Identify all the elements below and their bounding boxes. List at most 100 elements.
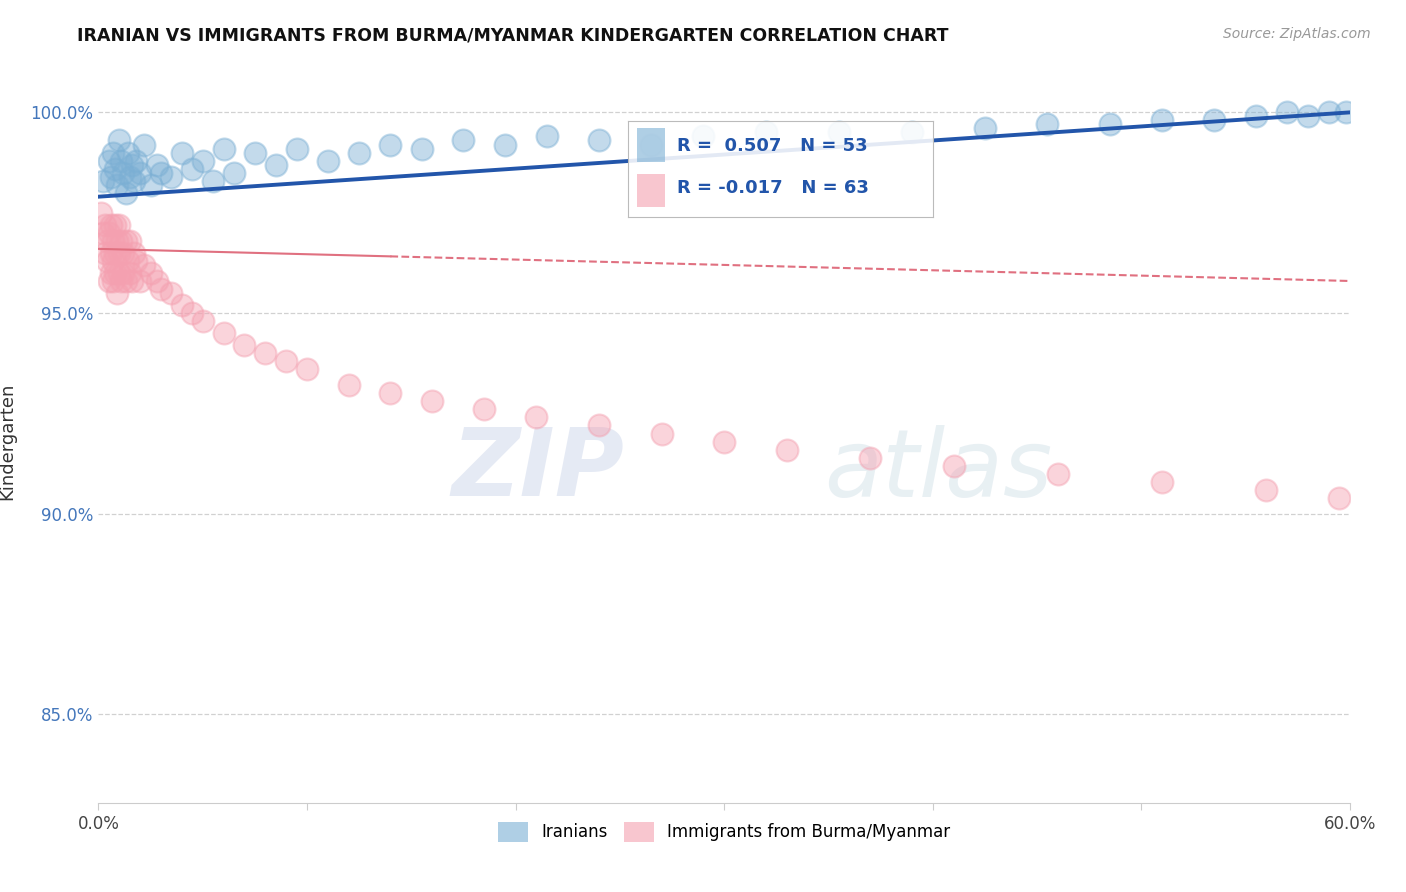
Point — [91, 174, 114, 188]
Bar — [637, 128, 665, 162]
Point — [150, 166, 173, 180]
Point — [97, 274, 120, 288]
Point — [1334, 105, 1357, 120]
Point — [973, 121, 995, 136]
Point — [125, 254, 148, 268]
Point — [114, 234, 136, 248]
Point — [494, 137, 516, 152]
Point — [100, 246, 122, 260]
Point — [1150, 113, 1173, 128]
Point — [108, 218, 131, 232]
Point — [114, 186, 136, 200]
Point — [170, 145, 193, 160]
Point — [181, 161, 204, 176]
Legend: Iranians, Immigrants from Burma/Myanmar: Iranians, Immigrants from Burma/Myanmar — [491, 815, 957, 848]
Point — [588, 418, 610, 433]
Point — [472, 402, 495, 417]
Point — [97, 153, 120, 168]
Point — [347, 145, 370, 160]
Point — [1098, 118, 1121, 132]
Point — [212, 326, 235, 341]
Point — [110, 274, 132, 288]
Point — [233, 338, 256, 352]
Point — [942, 458, 965, 473]
Point — [108, 134, 131, 148]
Point — [134, 258, 156, 272]
Point — [104, 266, 127, 280]
Point — [139, 178, 162, 192]
Point — [1244, 110, 1267, 124]
Point — [100, 218, 122, 232]
Point — [170, 298, 193, 312]
Point — [110, 234, 132, 248]
Point — [129, 274, 152, 288]
Point — [264, 158, 287, 172]
Point — [1036, 118, 1059, 132]
Point — [651, 426, 673, 441]
Point — [1277, 105, 1299, 120]
Point — [254, 346, 277, 360]
Point — [96, 234, 118, 248]
Point — [420, 394, 443, 409]
Point — [640, 137, 662, 152]
Point — [100, 169, 122, 184]
Point — [859, 450, 882, 465]
Point — [112, 266, 135, 280]
Point — [101, 254, 124, 268]
Point — [160, 169, 183, 184]
Bar — [637, 174, 665, 207]
Point — [105, 178, 128, 192]
Point — [1046, 467, 1069, 481]
Text: R =  0.507   N = 53: R = 0.507 N = 53 — [676, 136, 868, 155]
Point — [105, 286, 128, 301]
Point — [588, 134, 610, 148]
Point — [118, 234, 141, 248]
Point — [453, 134, 475, 148]
Point — [121, 158, 143, 172]
Point — [117, 145, 139, 160]
Point — [212, 142, 235, 156]
Point — [1150, 475, 1173, 489]
Text: ZIP: ZIP — [451, 425, 624, 516]
Point — [181, 306, 204, 320]
Text: Source: ZipAtlas.com: Source: ZipAtlas.com — [1223, 27, 1371, 41]
Point — [274, 354, 298, 368]
Point — [89, 206, 111, 220]
Point — [1256, 483, 1278, 497]
Point — [91, 226, 114, 240]
Point — [105, 234, 128, 248]
Point — [101, 274, 124, 288]
Point — [380, 137, 402, 152]
Point — [112, 166, 135, 180]
Point — [139, 266, 162, 280]
Point — [117, 254, 139, 268]
Point — [118, 169, 141, 184]
Point — [411, 142, 433, 156]
Point — [108, 246, 131, 260]
Point — [243, 145, 266, 160]
Point — [104, 161, 127, 176]
Point — [755, 126, 778, 140]
Point — [101, 234, 124, 248]
Point — [122, 174, 145, 188]
Point — [692, 129, 714, 144]
Point — [110, 153, 132, 168]
Point — [104, 246, 127, 260]
Text: R = -0.017   N = 63: R = -0.017 N = 63 — [676, 179, 869, 197]
Point — [93, 218, 115, 232]
Point — [100, 266, 122, 280]
Point — [146, 158, 169, 172]
Point — [202, 174, 225, 188]
Point — [1204, 113, 1226, 128]
Point — [526, 410, 548, 425]
Point — [900, 126, 922, 140]
Point — [122, 246, 145, 260]
Point — [146, 274, 169, 288]
Point — [114, 274, 136, 288]
Point — [93, 246, 115, 260]
Point — [97, 226, 120, 240]
Point — [380, 386, 402, 401]
Point — [191, 153, 214, 168]
Point — [96, 254, 118, 268]
Point — [285, 142, 308, 156]
